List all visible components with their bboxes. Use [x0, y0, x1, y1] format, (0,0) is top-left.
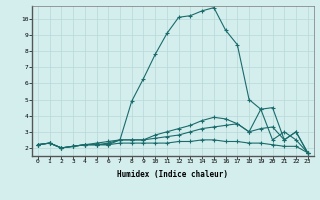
- X-axis label: Humidex (Indice chaleur): Humidex (Indice chaleur): [117, 170, 228, 179]
